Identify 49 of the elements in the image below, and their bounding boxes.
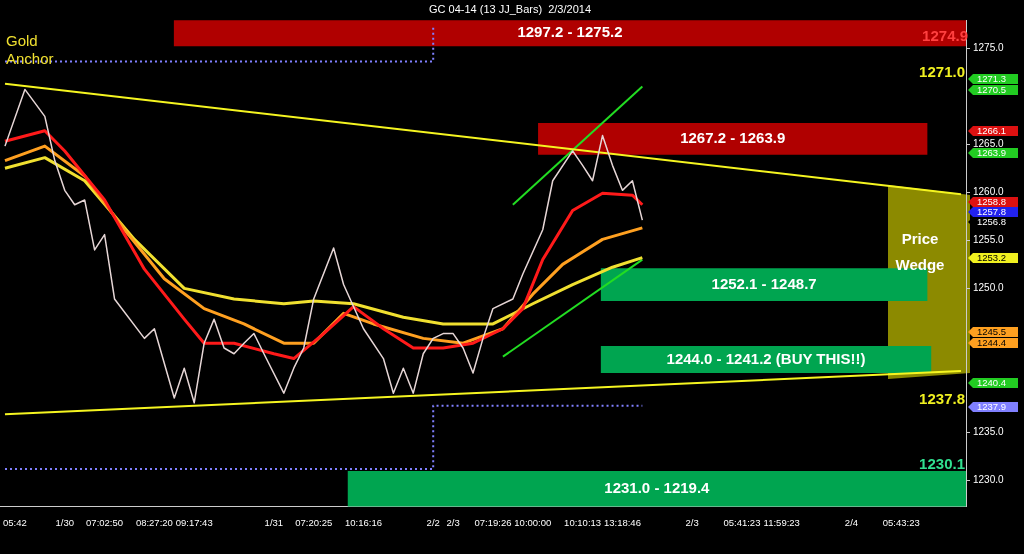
x-tick-label: 07:19:26 [474,516,512,528]
text: 1253.2 [977,251,1007,263]
text: 1263.9 [977,146,1007,158]
band-label: 1231.0 - 1219.4 [604,478,711,496]
x-tick-label: 11:59:23 [763,516,800,528]
annotation: Price Wedge [895,230,945,274]
x-tick-label: 1/30 [55,516,74,528]
text: 1240.4 [977,376,1007,388]
text: 1257.8 [977,205,1007,217]
x-tick-label: 05:41:23 [723,516,761,528]
text: 1271.3 [977,72,1007,84]
y-tick-label: 1230.0 [973,474,1005,486]
band-label: 1267.2 - 1263.9 [680,129,786,147]
band-label: 1252.1 - 1248.7 [711,274,817,292]
band-label: 1244.0 - 1241.2 (BUY THIS!!) [666,349,866,367]
text: 1270.5 [977,83,1007,95]
x-tick-label: 2/3 [446,516,460,528]
text: 1258.8 [977,195,1007,207]
text: 1237.9 [977,400,1007,412]
x-tick-label: 07:02:50 [86,516,124,528]
x-tick-label: 2/2 [426,516,440,528]
chart-title: GC 04-14 (13 JJ_Bars) 2/3/2014 [428,2,592,15]
x-tick-label: 05:43:23 [882,516,920,528]
text: 1245.5 [977,325,1007,337]
annotation: 1271.0 [919,63,965,81]
annotation: Gold Anchor [6,32,54,68]
band-label: 1297.2 - 1275.2 [517,23,623,41]
x-tick-label: 10:16:16 [345,516,382,528]
text: 1266.1 [977,124,1007,136]
x-tick-label: 07:20:25 [295,516,333,528]
x-tick-label: 10:10:13 [564,516,602,528]
text: 1256.8 [977,215,1007,227]
x-tick-label: 2/4 [844,516,859,528]
x-tick-label: 1/31 [264,516,284,528]
text: 1244.4 [977,336,1007,348]
annotation: 1230.1 [919,455,965,473]
y-tick-label: 1255.0 [973,234,1005,246]
y-tick-label: 1235.0 [973,426,1005,438]
y-tick-label: 1265.0 [973,137,1005,149]
y-tick-label: 1250.0 [973,282,1005,294]
x-tick-label: 05:42 [3,516,27,528]
x-tick-label: 08:27:20 [135,516,173,528]
x-tick-label: 13:18:46 [603,516,641,528]
annotation: 1237.8 [919,390,965,408]
y-tick-label: 1260.0 [973,186,1005,198]
x-tick-label: 09:17:43 [175,516,213,528]
y-tick-label: 1275.0 [973,41,1005,53]
x-tick-label: 10:00:00 [514,516,552,528]
x-tick-label: 2/3 [685,516,699,528]
